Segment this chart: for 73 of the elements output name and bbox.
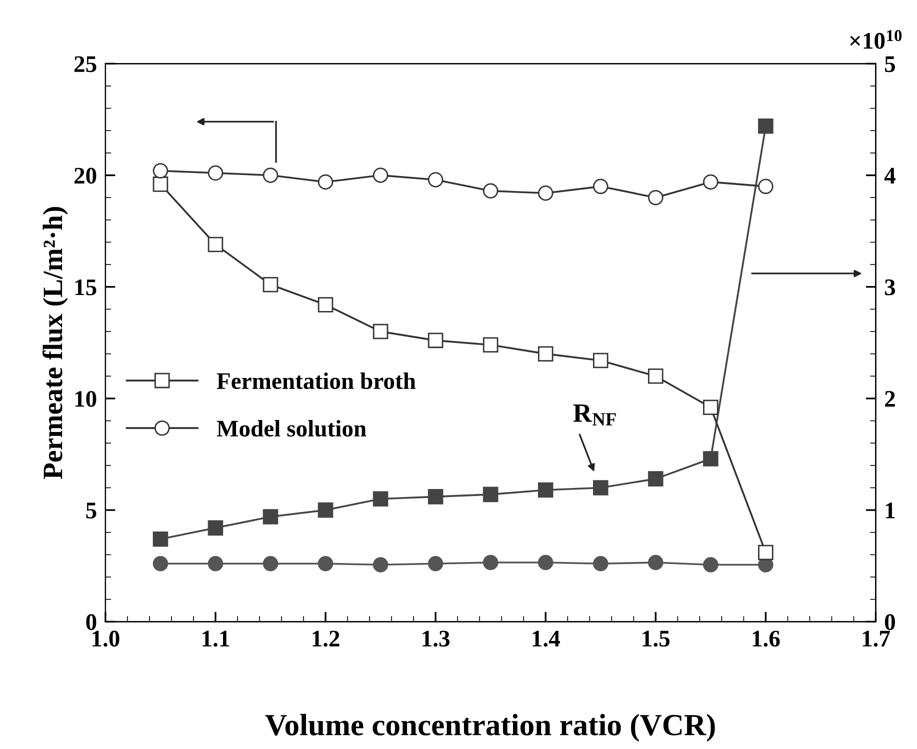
point [538, 185, 554, 201]
point [372, 168, 388, 183]
point [428, 172, 444, 188]
point [482, 183, 498, 199]
text: ×10$^{10}$ [850, 30, 902, 49]
y-tick-label: 0 [86, 614, 96, 630]
point [703, 451, 718, 466]
x-axis-title: Volume concentration ratio (VCR) [265, 714, 715, 742]
point [318, 174, 334, 190]
point [262, 509, 278, 524]
point [592, 556, 608, 572]
point [758, 118, 774, 134]
point [372, 491, 388, 507]
legend-label: Model solution [216, 420, 366, 437]
point [592, 480, 608, 496]
y2-tick-label: 4 [884, 168, 896, 184]
y2-tick-label: 0 [884, 614, 895, 630]
point [648, 368, 664, 384]
y2-tick-label: 5 [885, 56, 896, 72]
point [428, 489, 444, 504]
point [703, 557, 718, 572]
point [318, 502, 334, 518]
point [318, 556, 334, 572]
point [703, 174, 718, 190]
point [428, 332, 444, 348]
point [592, 178, 608, 194]
point [648, 471, 664, 486]
point [208, 165, 224, 181]
point [482, 337, 498, 353]
legend-label: Fermentation broth [216, 372, 416, 390]
y-tick-label: 15 [75, 279, 96, 296]
y2-tick-label: 3 [884, 279, 896, 296]
point [262, 276, 278, 292]
point [208, 236, 224, 252]
point [208, 520, 224, 536]
point [538, 346, 554, 362]
annotation: R$_{NF}$ [573, 404, 616, 426]
y2-tick-label: 2 [885, 391, 895, 407]
x-tick-label: 1.6 [752, 630, 780, 647]
point [152, 556, 168, 572]
x-tick-label: 1.4 [532, 630, 560, 647]
point [152, 176, 168, 192]
point [703, 400, 718, 416]
point [318, 297, 334, 312]
y-tick-label: 10 [75, 390, 96, 407]
x-tick-label: 1.7 [862, 630, 890, 647]
point [372, 557, 388, 572]
point [152, 531, 168, 547]
point [208, 556, 224, 572]
point [372, 324, 388, 340]
point [538, 482, 554, 498]
x-tick-label: 1.1 [202, 630, 230, 647]
x-tick-label: 1.2 [312, 630, 340, 647]
point [648, 554, 664, 570]
point [758, 544, 774, 560]
point [262, 168, 278, 183]
point [482, 554, 498, 570]
point [538, 554, 554, 570]
point [758, 178, 774, 194]
y-tick-label: 5 [86, 502, 96, 518]
point [262, 556, 278, 572]
y-tick-label: 20 [74, 168, 96, 184]
point [152, 163, 168, 178]
x-tick-label: 1.3 [422, 630, 450, 647]
x-tick-label: 1.5 [642, 630, 670, 647]
point [482, 486, 498, 502]
y2-tick-label: 1 [886, 502, 895, 518]
y-tick-label: 25 [74, 56, 96, 72]
point [648, 190, 664, 206]
point [592, 352, 608, 368]
y-axis-title: Permeate flux (L/m²·h) [42, 207, 68, 480]
x-tick-label: 1.0 [92, 630, 120, 647]
point [428, 556, 444, 572]
